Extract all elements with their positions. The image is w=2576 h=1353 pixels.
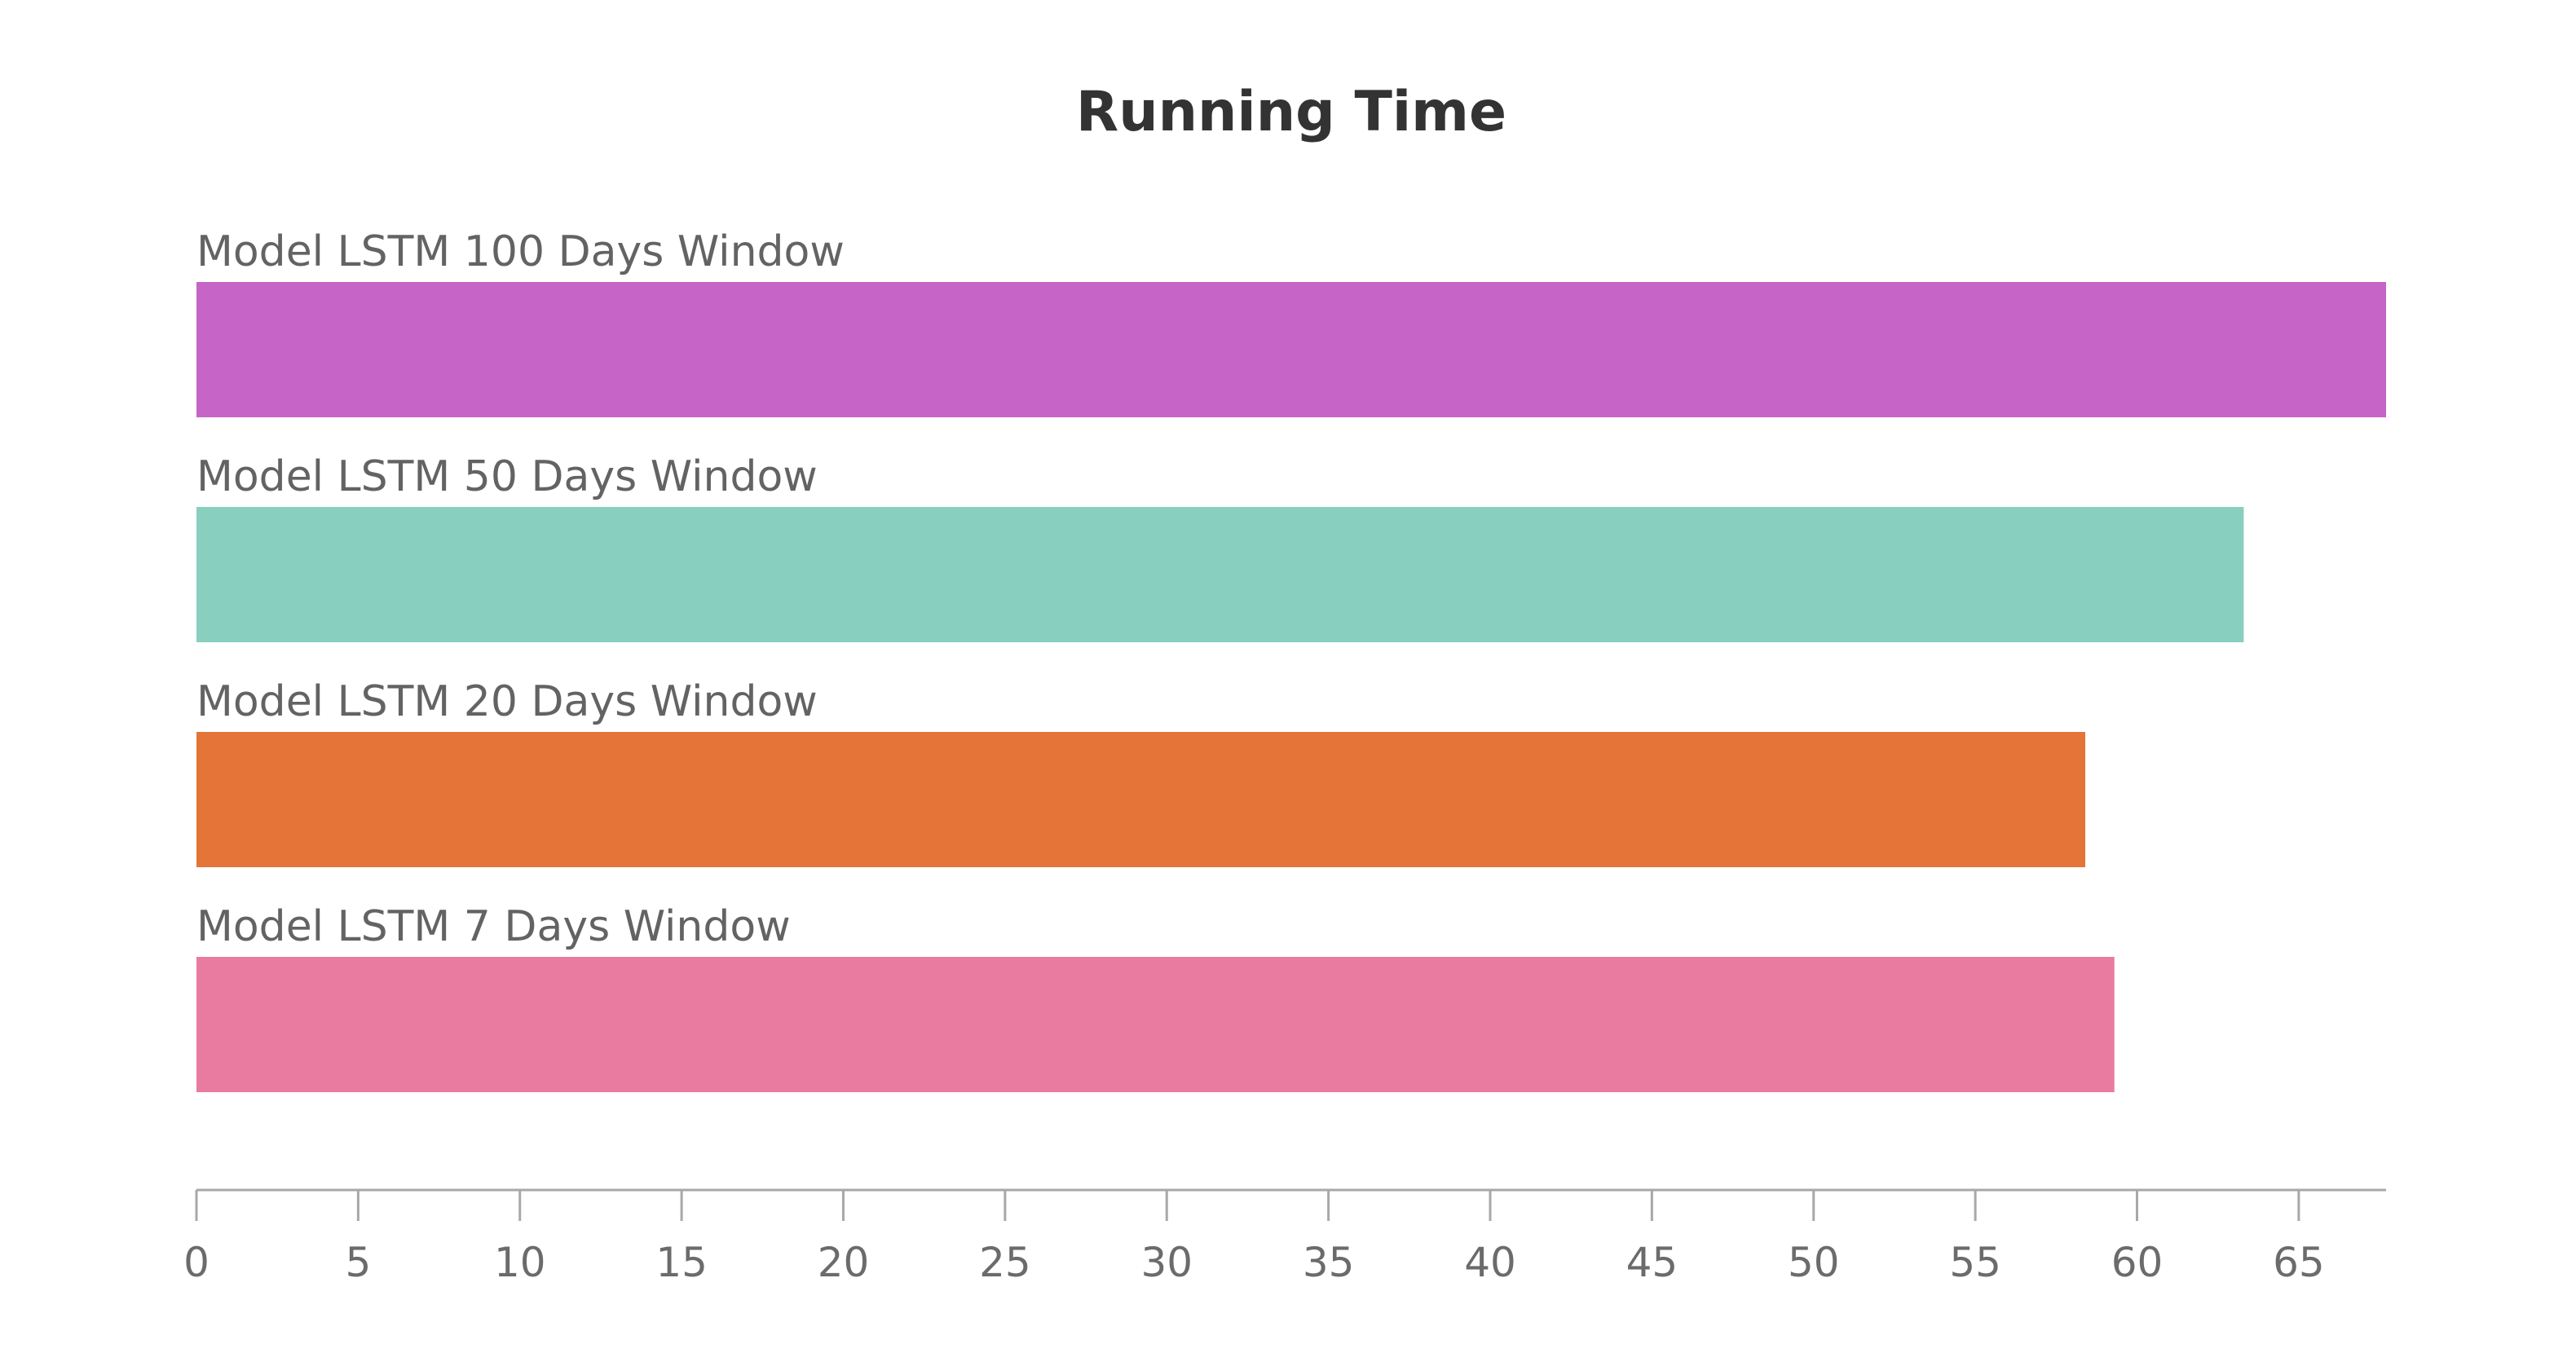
- x-tick-label: 50: [1788, 1239, 1840, 1286]
- x-tick-label: 15: [655, 1239, 708, 1286]
- x-tick-label: 55: [1949, 1239, 2001, 1286]
- x-tick-label: 25: [979, 1239, 1031, 1286]
- x-tick-label: 5: [345, 1239, 371, 1286]
- x-tick-label: 45: [1626, 1239, 1678, 1286]
- bar[interactable]: [196, 507, 2244, 642]
- x-tick-label: 60: [2111, 1239, 2164, 1286]
- bar-group: Model LSTM 100 Days Window: [196, 227, 2386, 417]
- x-tick-label: 65: [2273, 1239, 2325, 1286]
- bar-label: Model LSTM 50 Days Window: [196, 452, 818, 501]
- bar[interactable]: [196, 732, 2086, 867]
- bar-group: Model LSTM 50 Days Window: [196, 452, 2244, 642]
- x-tick-label: 0: [183, 1239, 210, 1286]
- x-tick-label: 35: [1303, 1239, 1355, 1286]
- x-tick-label: 20: [818, 1239, 870, 1286]
- x-tick-label: 10: [494, 1239, 546, 1286]
- bar-label: Model LSTM 20 Days Window: [196, 677, 818, 726]
- bar-group: Model LSTM 7 Days Window: [196, 902, 2115, 1092]
- x-axis: 0 5 10 15 20 25 30 35 40 45 50 55 60 65: [183, 1188, 2386, 1286]
- x-tick-label: 30: [1140, 1239, 1193, 1286]
- bars-layer: Model LSTM 100 Days Window Model LSTM 50 …: [196, 227, 2386, 1092]
- bar-group: Model LSTM 20 Days Window: [196, 677, 2086, 867]
- bar-label: Model LSTM 7 Days Window: [196, 902, 791, 951]
- bar[interactable]: [196, 957, 2115, 1092]
- bar-label: Model LSTM 100 Days Window: [196, 227, 845, 276]
- x-tick-label: 40: [1464, 1239, 1516, 1286]
- bar[interactable]: [196, 282, 2386, 417]
- chart-title: Running Time: [1076, 80, 1506, 144]
